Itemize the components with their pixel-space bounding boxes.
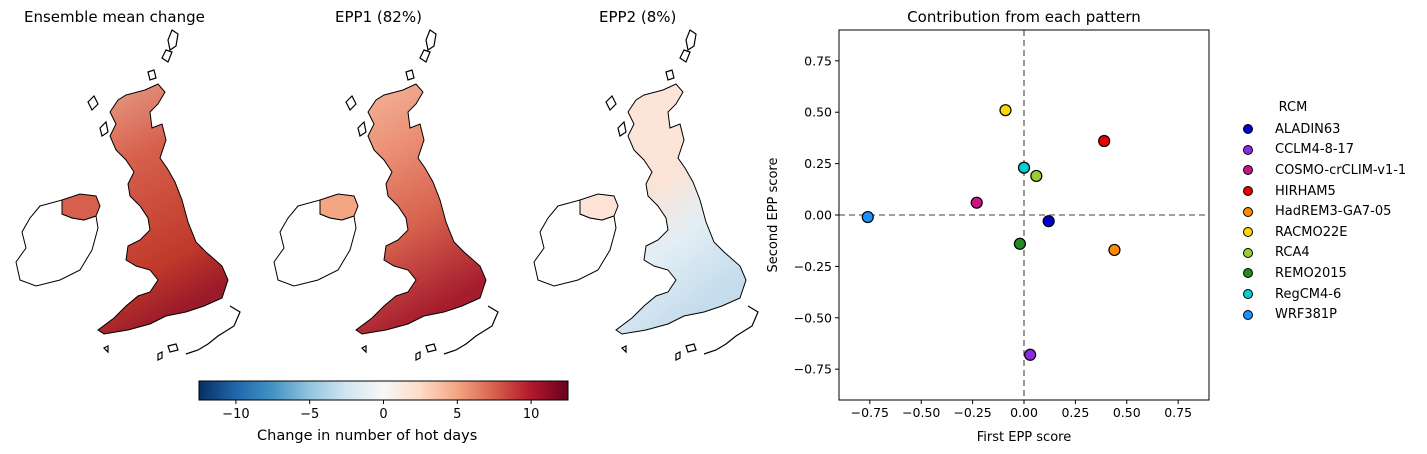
point-regcm4-6: [1017, 161, 1031, 174]
x-tick-label: 0.25: [1061, 405, 1089, 420]
colorbar-tick-label: −5: [300, 407, 319, 422]
colorbar-ticks: −10 −5 0 5 10: [222, 400, 539, 422]
chart-axes: −0.75 −0.50 −0.25 0.00 0.25 0.50 0.75 0.75 0.50 0…: [794, 29, 1210, 420]
legend-marker: [1243, 268, 1253, 279]
chart-legend: RCM ALADIN63 CCLM4-8-17 COSMO-crCLIM-v1-1 H…: [1238, 100, 1406, 325]
x-tick-label: 0.75: [1164, 405, 1192, 420]
colorbar-tick-label: −10: [222, 407, 249, 422]
map-epp1: [273, 29, 499, 361]
chart-points: [861, 104, 1121, 361]
legend-item: RegCM4-6: [1238, 284, 1406, 305]
legend-marker: [1243, 206, 1253, 217]
point-cosmo-crclim-v1-1: [970, 196, 983, 209]
colorbar-tick-label: 10: [523, 407, 540, 422]
colorbar-tick-label: 0: [379, 407, 387, 422]
point-rca4: [1030, 169, 1043, 183]
y-tick-label: −0.75: [794, 362, 832, 377]
point-hadrem3-ga7-05: [1108, 243, 1121, 257]
legend-item: REMO2015: [1238, 263, 1406, 284]
legend-label: RegCM4-6: [1275, 286, 1342, 302]
legend-label: RACMO22E: [1275, 224, 1348, 240]
y-tick-label: 0.25: [804, 156, 832, 171]
legend-label: REMO2015: [1275, 265, 1347, 281]
chart-title: Contribution from each pattern: [907, 8, 1141, 26]
x-tick-label: −0.75: [851, 405, 889, 420]
legend-item: WRF381P: [1238, 304, 1406, 325]
x-tick-label: 0.00: [1010, 405, 1038, 420]
point-wrf381p: [861, 210, 874, 224]
legend-label: COSMO-crCLIM-v1-1: [1275, 162, 1407, 178]
map-epp2: [533, 29, 759, 361]
colorbar-label: Change in number of hot days: [257, 428, 478, 444]
y-tick-label: 0.00: [804, 208, 832, 223]
maps-figure: −10 −5 0 5 10: [15, 29, 759, 422]
x-axis-label: First EPP score: [977, 430, 1071, 445]
legend-marker: [1243, 247, 1253, 258]
legend-item: RACMO22E: [1238, 222, 1406, 243]
x-tick-label: 0.50: [1113, 405, 1141, 420]
colorbar: −10 −5 0 5 10: [198, 380, 569, 422]
legend-item: CCLM4-8-17: [1238, 140, 1406, 161]
legend-label: HIRHAM5: [1275, 183, 1336, 199]
point-cclm4-8-17: [1024, 348, 1037, 361]
y-tick-label: 0.50: [804, 105, 832, 120]
legend-label: WRF381P: [1275, 307, 1338, 323]
y-tick-label: −0.50: [794, 310, 832, 325]
legend-label: CCLM4-8-17: [1275, 142, 1355, 158]
colorbar-tick-label: 5: [453, 407, 461, 422]
legend-marker: [1243, 309, 1253, 320]
legend-marker: [1243, 227, 1253, 238]
legend-marker: [1243, 144, 1253, 155]
x-tick-label: −0.25: [953, 405, 991, 420]
legend-marker: [1243, 165, 1253, 176]
x-tick-label: −0.50: [902, 405, 940, 420]
point-racmo22e: [999, 104, 1012, 117]
legend-label: ALADIN63: [1275, 121, 1341, 137]
y-tick-label: −0.25: [794, 259, 832, 274]
legend-item: HadREM3-GA7-05: [1238, 201, 1406, 222]
legend-label: HadREM3-GA7-05: [1275, 204, 1392, 220]
point-hirham5: [1098, 134, 1111, 148]
y-axis-label: Second EPP score: [766, 158, 781, 273]
legend-item: ALADIN63: [1238, 119, 1406, 140]
point-aladin63: [1042, 215, 1055, 228]
legend-item: RCA4: [1238, 243, 1406, 264]
legend-label: RCA4: [1275, 245, 1310, 261]
legend-marker: [1243, 124, 1253, 135]
legend-marker: [1243, 186, 1253, 197]
legend-marker: [1243, 289, 1253, 300]
point-remo2015: [1013, 237, 1026, 250]
y-tick-label: 0.75: [804, 53, 832, 68]
map-ensemble: [15, 29, 241, 361]
map-title-ensemble: Ensemble mean change: [24, 8, 205, 26]
map-title-epp2: EPP2 (8%): [599, 8, 677, 26]
legend-title: RCM: [1278, 100, 1308, 115]
legend-item: HIRHAM5: [1238, 181, 1406, 202]
map-title-epp1: EPP1 (82%): [335, 8, 422, 26]
legend-item: COSMO-crCLIM-v1-1: [1238, 160, 1406, 181]
